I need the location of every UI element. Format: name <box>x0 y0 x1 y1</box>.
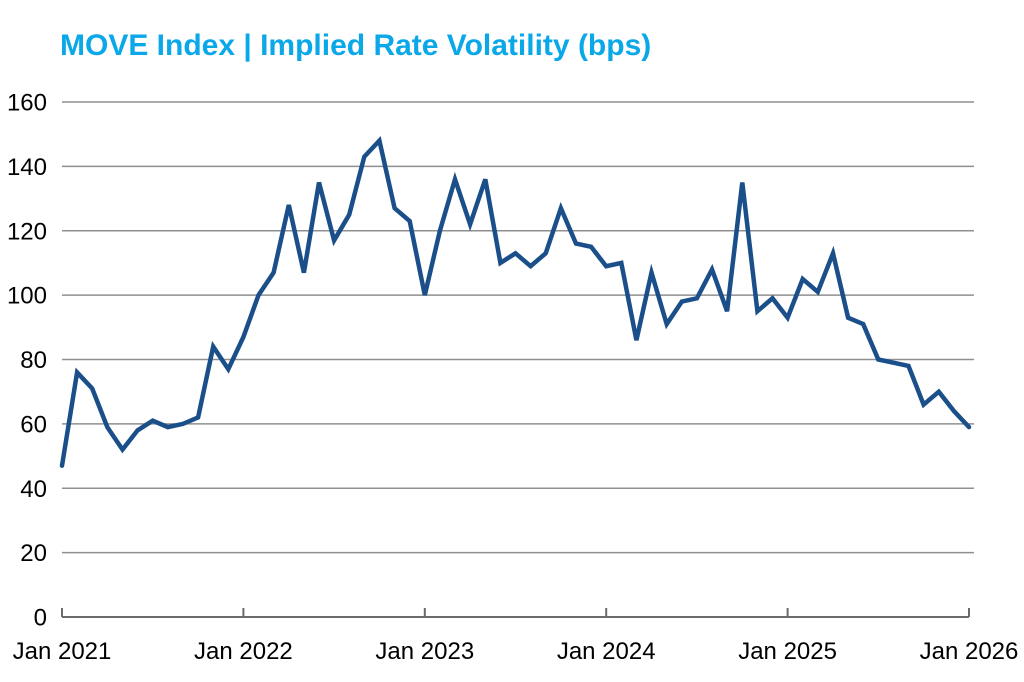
y-axis-labels: 0 20 40 60 80 100 120 140 160 <box>7 90 47 632</box>
y-tick-label: 60 <box>20 411 47 438</box>
y-tick-label: 120 <box>7 218 47 245</box>
x-tick-label: Jan 2021 <box>13 638 112 665</box>
x-tick-label: Jan 2024 <box>557 638 656 665</box>
move-index-line <box>59 135 972 468</box>
y-tick-label: 160 <box>7 90 47 117</box>
y-tick-label: 40 <box>20 476 47 503</box>
x-tick-label: Jan 2023 <box>375 638 474 665</box>
x-axis-ticks <box>61 608 970 617</box>
x-tick-label: Jan 2026 <box>920 638 1019 665</box>
y-tick-label: 100 <box>7 283 47 310</box>
y-tick-label: 20 <box>20 540 47 567</box>
y-tick-label: 0 <box>34 605 47 632</box>
chart-title: MOVE Index | Implied Rate Volatility (bp… <box>60 29 652 62</box>
gridlines <box>62 101 974 554</box>
x-tick-label: Jan 2022 <box>194 638 293 665</box>
x-tick-label: Jan 2025 <box>738 638 837 665</box>
x-axis-labels: Jan 2021 Jan 2022 Jan 2023 Jan 2024 Jan 2025… <box>13 638 1019 665</box>
y-tick-label: 80 <box>20 347 47 374</box>
y-tick-label: 140 <box>7 154 47 181</box>
